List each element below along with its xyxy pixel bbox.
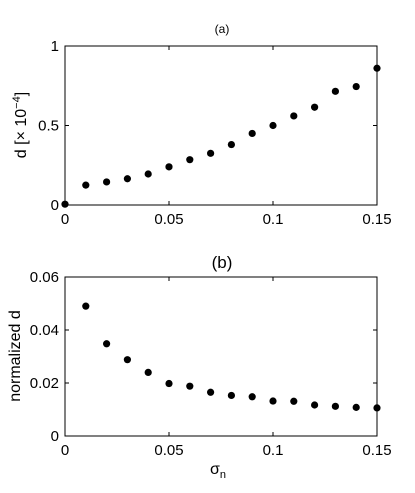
panel-a-x-tick-label: 0 xyxy=(61,211,69,228)
panel-b-x-tick-label: 0.1 xyxy=(263,442,284,459)
panel-b-y-tick-label: 0.06 xyxy=(30,269,59,286)
panel-b-plot-area xyxy=(64,276,378,437)
panel-b-y-tick-label: 0.02 xyxy=(30,375,59,392)
panel-a-y-tick-label: 1 xyxy=(51,38,59,55)
panel-b-data-point xyxy=(186,382,194,390)
panel-a-data-point xyxy=(311,103,319,111)
panel-b-x-axis-label-subscript: n xyxy=(220,469,226,481)
panel-a-data-point xyxy=(61,200,69,208)
panel-b-data-point xyxy=(103,340,111,348)
panel-b-data-point xyxy=(311,401,319,409)
panel-b-y-tick-label: 0.04 xyxy=(30,322,59,339)
panel-a-y-tick-label: 0.5 xyxy=(38,118,59,135)
panel-b-data-point xyxy=(331,402,339,410)
panel-a-data-point xyxy=(227,140,235,149)
panel-b-x-axis-label: σn xyxy=(210,461,226,481)
panel-b-x-tick-label: 0.15 xyxy=(362,442,391,459)
panel-a-y-axis-label: d [× 10−4] xyxy=(11,92,30,158)
panel-b-data-point xyxy=(82,302,90,310)
panel-a-data-point xyxy=(373,64,381,72)
panel-b: (b) 0 0.05 0.1 0.15 0 0.02 0.04 0.06 normalized… xyxy=(7,253,392,481)
panel-a-y-axis-label-suffix: ] xyxy=(13,92,30,96)
panel-b-data-point xyxy=(227,391,235,400)
panel-a: (a) 0 0.05 0.1 0.15 0 0.5 1 d [× 10−4] xyxy=(11,22,392,228)
panel-a-data-point xyxy=(248,129,256,138)
panel-b-x-tick-label: 0 xyxy=(61,442,69,459)
panel-a-data-point xyxy=(290,112,298,120)
panel-a-points xyxy=(61,64,381,208)
panel-b-data-point xyxy=(165,379,173,388)
panel-b-ticks: 0 0.05 0.1 0.15 0 0.02 0.04 0.06 xyxy=(30,269,392,459)
panel-b-y-axis-label: normalized d xyxy=(7,310,24,402)
panel-b-points xyxy=(82,302,381,412)
panel-b-data-point xyxy=(269,397,277,405)
panel-a-data-point xyxy=(186,156,194,164)
panel-a-y-axis-label-exponent: −4 xyxy=(11,96,23,109)
panel-a-plot-area xyxy=(64,45,378,206)
panel-a-data-point xyxy=(352,82,360,91)
panel-b-data-point xyxy=(373,404,381,412)
panel-b-data-point xyxy=(207,388,215,396)
panel-a-x-tick-label: 0.1 xyxy=(263,211,284,228)
panel-a-data-point xyxy=(82,181,90,189)
panel-b-data-point xyxy=(248,393,256,401)
panel-b-x-tick-label: 0.05 xyxy=(154,442,183,459)
panel-b-title: (b) xyxy=(212,253,233,272)
panel-a-ticks: 0 0.05 0.1 0.15 0 0.5 1 xyxy=(38,38,391,228)
panel-a-y-tick-label: 0 xyxy=(51,197,59,214)
panel-a-data-point xyxy=(269,121,277,130)
panel-a-title: (a) xyxy=(215,22,230,36)
panel-a-data-point xyxy=(103,178,111,186)
panel-a-data-point xyxy=(207,149,215,157)
panel-b-data-point xyxy=(352,403,360,411)
panel-b-data-point xyxy=(144,368,152,376)
panel-a-data-point xyxy=(123,175,131,183)
panel-a-data-point xyxy=(144,170,152,178)
panel-b-data-point xyxy=(123,356,131,364)
panel-b-data-point xyxy=(290,397,298,405)
panel-a-data-point xyxy=(331,87,339,95)
panel-b-y-tick-label: 0 xyxy=(51,428,59,445)
panel-a-x-tick-label: 0.15 xyxy=(362,211,391,228)
panel-a-data-point xyxy=(165,163,173,171)
panel-a-x-tick-label: 0.05 xyxy=(154,211,183,228)
